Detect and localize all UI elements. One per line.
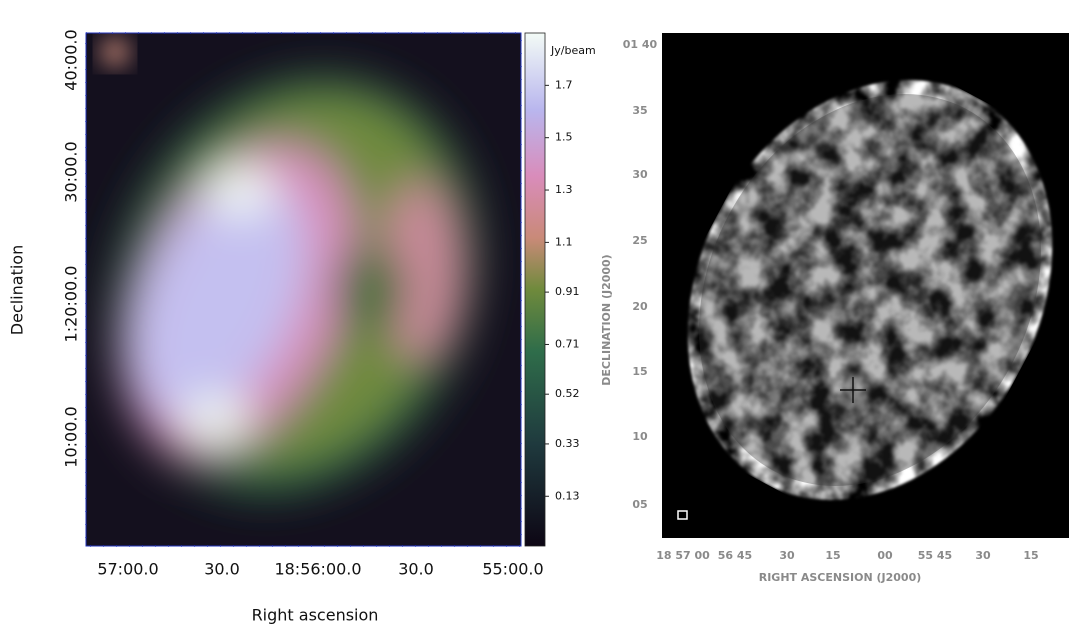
colorbar-tick-label: 1.1	[555, 235, 573, 248]
y-tick-label: 25	[632, 234, 647, 247]
colorbar-tick-label: 0.33	[555, 437, 580, 450]
x-tick-label: 30	[779, 549, 795, 562]
y-tick-label: 05	[632, 498, 647, 511]
y-tick-label: 40:00.0	[62, 29, 81, 90]
y-tick-label: 30:00.0	[62, 141, 81, 202]
x-tick-label: 30	[975, 549, 991, 562]
colorbar-tick-label: 1.5	[555, 131, 573, 144]
radio-map-left	[86, 33, 521, 546]
y-tick-label: 15	[632, 365, 647, 378]
colorbar-tick-label: 1.7	[555, 78, 573, 91]
x-tick-label: 15	[1023, 549, 1038, 562]
x-tick-label: 00	[877, 549, 893, 562]
colorbar-tick-label: 0.52	[555, 387, 580, 400]
colorbar-tick-label: 0.91	[555, 285, 580, 298]
x-axis-label: Right ascension	[252, 606, 379, 625]
x-tick-label: 30.0	[204, 560, 240, 579]
radio-map-right	[662, 33, 1069, 538]
colorbar-tick-label: 1.3	[555, 183, 573, 196]
x-tick-label: 15	[825, 549, 840, 562]
x-axis-label: RIGHT ASCENSION (J2000)	[759, 571, 922, 584]
y-tick-label: 1:20:00.0	[62, 266, 81, 343]
y-tick-label: 35	[632, 104, 647, 117]
colorbar	[524, 32, 546, 547]
y-axis-label: DECLINATION (J2000)	[600, 254, 613, 385]
x-tick-label: 30.0	[398, 560, 434, 579]
y-tick-label: 10:00.0	[62, 406, 81, 467]
y-tick-label: 20	[632, 300, 648, 313]
x-tick-label: 56 45	[718, 549, 752, 562]
x-tick-label: 18:56:00.0	[274, 560, 361, 579]
colorbar-tick-label: 0.71	[555, 337, 580, 350]
x-tick-label: 55:00.0	[482, 560, 543, 579]
x-tick-label: 57:00.0	[97, 560, 158, 579]
y-tick-label: 10	[632, 430, 648, 443]
x-tick-label: 55 45	[918, 549, 952, 562]
colorbar-unit: Jy/beam	[550, 44, 596, 57]
beam-box	[677, 510, 688, 520]
y-tick-label: 01 40	[623, 38, 658, 51]
y-tick-label: 30	[632, 168, 648, 181]
y-axis-label: Declination	[8, 245, 27, 335]
x-tick-label: 18 57 00	[656, 549, 710, 562]
colorbar-tick-label: 0.13	[555, 489, 580, 502]
image-border	[85, 32, 522, 547]
